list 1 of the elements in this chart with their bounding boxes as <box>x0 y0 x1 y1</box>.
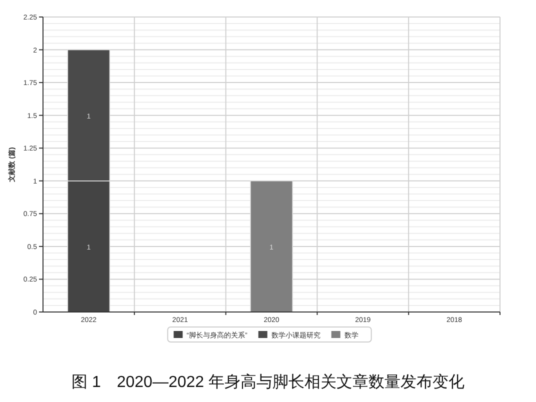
caption: 图 1 2020—2022 年身高与脚长相关文章数量发布变化 <box>72 373 464 391</box>
